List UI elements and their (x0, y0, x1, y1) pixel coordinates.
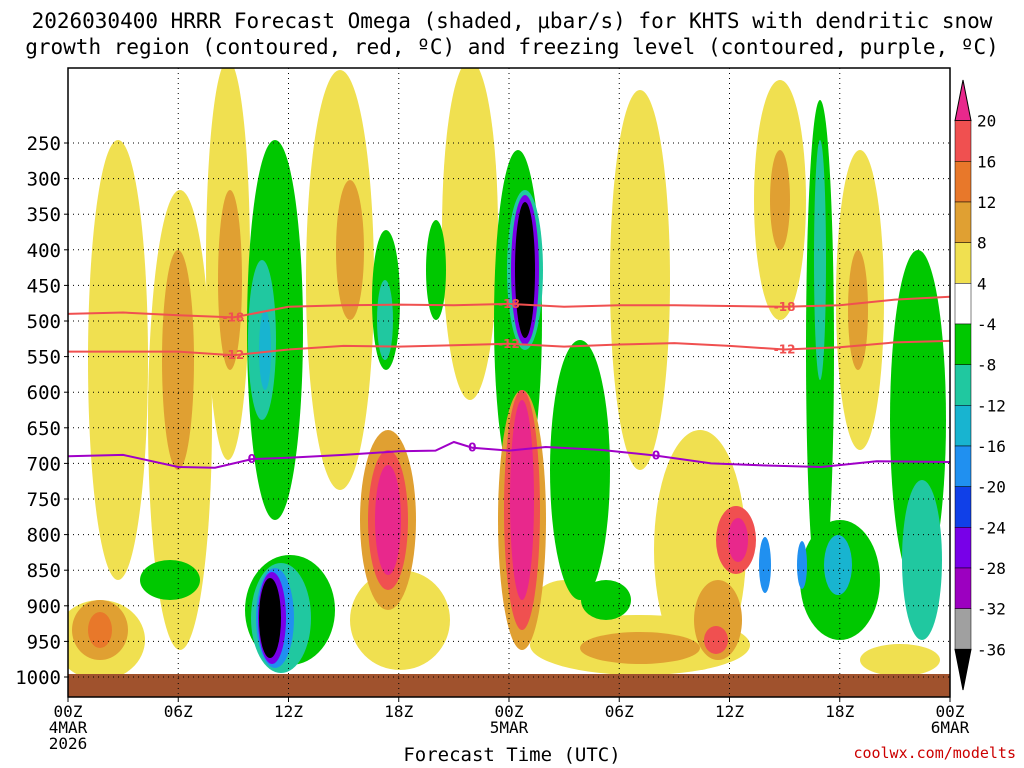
colorbar-label-2: 12 (977, 193, 996, 212)
colorbar-label-7: -12 (977, 396, 1006, 415)
x-axis-label: Forecast Time (UTC) (403, 744, 621, 766)
x-tick-label-3-0: 18Z (384, 702, 413, 721)
y-tick-label-1000: 1000 (15, 667, 61, 689)
x-tick-label-5-0: 06Z (605, 702, 634, 721)
y-tick-label-950: 950 (27, 631, 61, 653)
contour-label-1-1: -12 (498, 337, 520, 351)
x-tick-label-7-0: 18Z (825, 702, 854, 721)
contour-label-0-2: -18 (774, 300, 796, 314)
y-tick-label-600: 600 (27, 382, 61, 404)
x-tick-label-0-0: 00Z (54, 702, 83, 721)
colorbar-label-4: 4 (977, 274, 987, 293)
y-axis-ticks: 250 300 350 400 450 500 550 600 650 700 750 800 850 9… (15, 133, 68, 689)
credit-text[interactable]: coolwx.com/modelts (853, 744, 1016, 762)
colorbar-label-0: 20 (977, 112, 996, 131)
colorbar-segment-6 (954, 323, 972, 365)
y-tick-label-300: 300 (27, 169, 61, 191)
x-tick-label-8-1: 6MAR (931, 718, 970, 737)
terrain-band (68, 674, 950, 697)
contour-label-1-2: -12 (774, 342, 796, 356)
chart-title-line-2: growth region (contoured, red, ºC) and f… (25, 35, 999, 59)
x-tick-label-2-0: 12Z (274, 702, 303, 721)
chart-title-line-1: 2026030400 HRRR Forecast Omega (shaded, … (31, 9, 993, 33)
contour-lines: -18 -18 -18 -12 -12 -12 0 0 0 (67, 295, 951, 469)
y-tick-label-900: 900 (27, 596, 61, 618)
y-tick-label-500: 500 (27, 311, 61, 333)
contour-1 (68, 339, 951, 357)
x-tick-label-1-0: 06Z (164, 702, 193, 721)
y-tick-label-250: 250 (27, 133, 61, 155)
grid-lines (68, 68, 950, 697)
y-tick-label-350: 350 (27, 204, 61, 226)
colorbar-label-5: -4 (977, 315, 996, 334)
colorbar-label-11: -28 (977, 559, 1006, 578)
contour-label-2-1: 0 (468, 441, 476, 455)
contour-label-2-0: 0 (248, 452, 256, 466)
colorbar-label-6: -8 (977, 356, 996, 375)
colorbar-label-1: 16 (977, 152, 996, 171)
colorbar-segment-7 (954, 364, 972, 406)
y-tick-label-400: 400 (27, 240, 61, 262)
y-tick-label-650: 650 (27, 418, 61, 440)
contour-label-2-2: 0 (652, 449, 660, 463)
y-tick-label-800: 800 (27, 525, 61, 547)
y-tick-label-550: 550 (27, 347, 61, 369)
y-tick-label-450: 450 (27, 275, 61, 297)
colorbar-segment-14 (954, 648, 972, 691)
x-tick-label-4-0: 00Z (495, 702, 524, 721)
colorbar-segment-2 (954, 161, 972, 203)
colorbar-segment-1 (954, 120, 972, 162)
colorbar-segment-4 (954, 242, 972, 284)
colorbar-segment-11 (954, 527, 972, 569)
y-tick-label-850: 850 (27, 560, 61, 582)
colorbar-label-10: -24 (977, 518, 1006, 537)
colorbar-segment-5 (954, 283, 972, 325)
colorbar-segment-13 (954, 608, 972, 650)
colorbar-label-9: -20 (977, 478, 1006, 497)
colorbar-label-3: 8 (977, 234, 987, 253)
x-tick-label-4-1: 5MAR (490, 718, 529, 737)
x-tick-label-6-0: 12Z (715, 702, 744, 721)
colorbar-segment-10 (954, 486, 972, 528)
colorbar-label-12: -32 (977, 600, 1006, 619)
omega-shading (68, 68, 950, 697)
colorbar: 20 16 12 8 4 -4 -8 -12 -16 -20 -24 -28 -32 -36 (954, 79, 1006, 691)
colorbar-segment-12 (954, 567, 972, 609)
contour-0 (67, 295, 951, 319)
contour-2 (67, 440, 951, 469)
colorbar-segment-0 (954, 79, 972, 122)
x-tick-label-0-2: 2026 (49, 734, 88, 753)
colorbar-segment-3 (954, 201, 972, 243)
colorbar-label-13: -36 (977, 640, 1006, 659)
x-tick-label-0-1: 4MAR (49, 718, 88, 737)
contour-label-0-0: -18 (223, 310, 245, 324)
y-tick-label-750: 750 (27, 489, 61, 511)
colorbar-label-8: -16 (977, 437, 1006, 456)
colorbar-segment-8 (954, 405, 972, 447)
y-tick-label-700: 700 (27, 453, 61, 475)
x-tick-label-8-0: 00Z (936, 702, 965, 721)
contour-label-0-1: -18 (498, 297, 520, 311)
colorbar-segment-9 (954, 445, 972, 487)
contour-label-1-0: -12 (223, 348, 245, 362)
